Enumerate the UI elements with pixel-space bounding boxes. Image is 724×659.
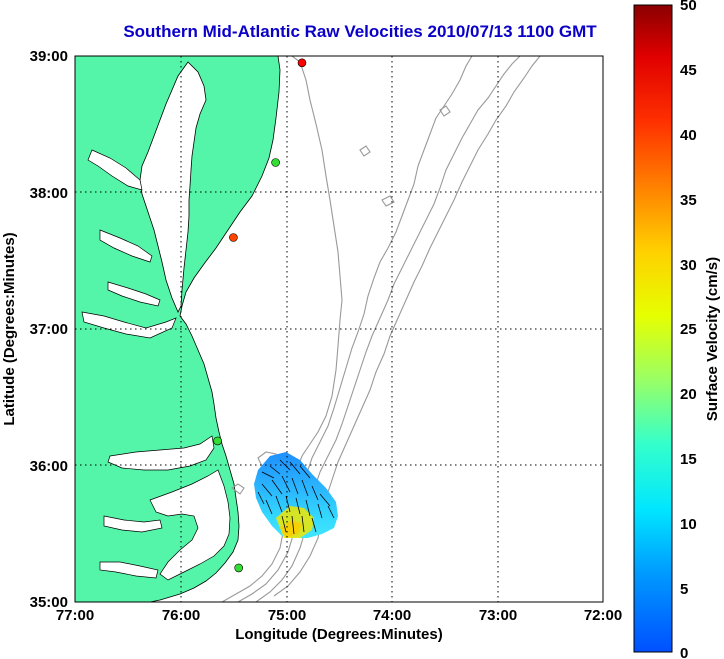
station-markers (213, 58, 307, 573)
x-tick: 75:00 (268, 607, 306, 624)
x-axis-label: Longitude (Degrees:Minutes) (235, 626, 443, 643)
colorbar-tick: 5 (680, 581, 688, 598)
x-tick: 72:00 (584, 607, 622, 624)
colorbar-label: Surface Velocity (cm/s) (704, 257, 721, 421)
x-tick: 73:00 (479, 607, 517, 624)
x-tick: 74:00 (373, 607, 411, 624)
chesapeake-bay (139, 61, 207, 313)
y-tick: 38:00 (30, 185, 68, 202)
river-potomac (87, 149, 143, 191)
station-marker (234, 563, 243, 573)
map-title: Southern Mid-Atlantic Raw Velocities 201… (123, 22, 597, 41)
colorbar-tick: 35 (680, 192, 697, 209)
river-pamlico (103, 515, 163, 533)
y-tick: 35:00 (30, 594, 68, 611)
colorbar-ticks: 50 45 40 35 30 25 20 15 10 5 0 (680, 0, 697, 659)
colorbar-tick: 45 (680, 62, 697, 79)
y-tick: 36:00 (30, 458, 68, 475)
y-tick: 37:00 (30, 321, 68, 338)
station-marker (213, 436, 222, 446)
x-tick: 76:00 (162, 607, 200, 624)
colorbar-tick: 40 (680, 127, 697, 144)
river-york (107, 281, 161, 307)
river-neuse (99, 561, 159, 579)
y-tick: 39:00 (30, 48, 68, 65)
colorbar-tick: 0 (680, 645, 688, 659)
velocity-patch (254, 452, 338, 538)
colorbar-tick: 50 (680, 0, 697, 14)
y-tick-labels: 39:00 38:00 37:00 36:00 35:00 (30, 48, 68, 611)
station-marker (297, 58, 307, 68)
colorbar-tick: 20 (680, 386, 697, 403)
albemarle-sound (107, 435, 215, 471)
colorbar-tick: 15 (680, 451, 697, 468)
station-marker (271, 158, 280, 167)
river-james (81, 311, 177, 339)
colorbar-tick: 10 (680, 516, 697, 533)
y-axis-label: Latitude (Degrees:Minutes) (1, 232, 18, 425)
river-rappahannock (99, 229, 153, 263)
plot-frame (74, 55, 604, 603)
grid-lines (75, 56, 603, 602)
pamlico-sound (149, 469, 231, 581)
station-marker (229, 233, 238, 242)
x-tick-labels: 77:00 76:00 75:00 74:00 73:00 72:00 (56, 607, 622, 624)
x-tick: 77:00 (56, 607, 94, 624)
colorbar-tick: 30 (680, 257, 697, 274)
colorbar-tick: 25 (680, 321, 697, 338)
colorbar (633, 4, 673, 653)
